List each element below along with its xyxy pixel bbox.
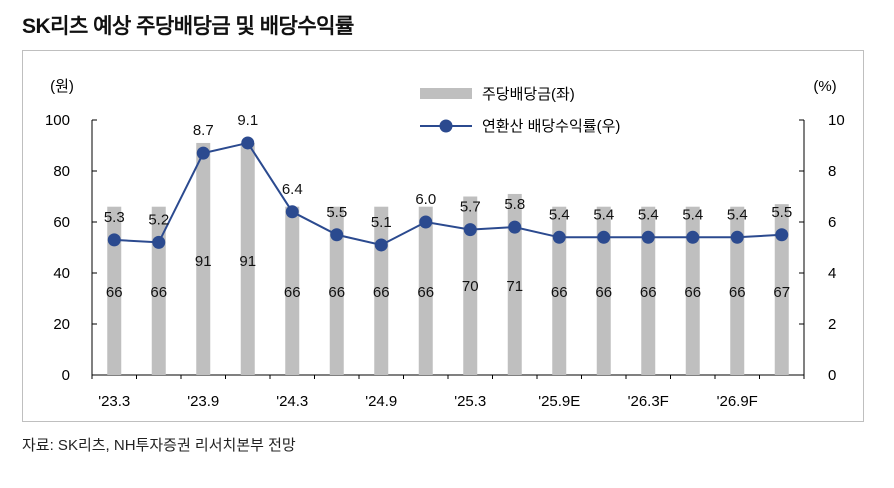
legend-bar-label: 주당배당금(좌) xyxy=(482,86,575,103)
yield-value-label: 5.8 xyxy=(504,196,525,213)
yield-point xyxy=(152,236,165,249)
yield-value-label: 6.0 xyxy=(415,191,436,208)
bar-value-label: 66 xyxy=(640,284,657,301)
yield-point xyxy=(375,238,388,251)
bar-value-label: 91 xyxy=(239,253,256,270)
bar-value-label: 66 xyxy=(551,284,568,301)
bar-value-label: 66 xyxy=(106,284,123,301)
x-tick-label: '23.9 xyxy=(187,393,219,410)
right-axis-unit: (%) xyxy=(813,78,836,95)
bar-value-label: 91 xyxy=(195,253,212,270)
bar-value-label: 67 xyxy=(773,284,790,301)
yield-value-label: 5.5 xyxy=(326,204,347,221)
x-tick-label: '25.3 xyxy=(454,393,486,410)
yield-point xyxy=(108,233,121,246)
yield-value-label: 8.7 xyxy=(193,122,214,139)
left-tick-label: 80 xyxy=(53,163,70,180)
yield-value-label: 5.1 xyxy=(371,214,392,231)
yield-line xyxy=(114,143,782,245)
bar-value-label: 66 xyxy=(328,284,345,301)
left-tick-label: 0 xyxy=(62,367,70,384)
right-tick-label: 2 xyxy=(828,316,836,333)
right-tick-label: 8 xyxy=(828,163,836,180)
right-tick-label: 4 xyxy=(828,265,836,282)
yield-value-label: 5.7 xyxy=(460,199,481,216)
yield-value-label: 5.4 xyxy=(549,206,570,223)
left-tick-label: 100 xyxy=(45,112,70,129)
left-tick-label: 20 xyxy=(53,316,70,333)
bar-value-label: 71 xyxy=(506,278,523,295)
legend-bar-swatch xyxy=(420,88,472,99)
x-tick-label: '26.9F xyxy=(717,393,758,410)
yield-value-label: 9.1 xyxy=(237,112,258,129)
yield-value-label: 5.3 xyxy=(104,209,125,226)
x-tick-label: '24.3 xyxy=(276,393,308,410)
bar-value-label: 66 xyxy=(150,284,167,301)
bar-value-label: 66 xyxy=(417,284,434,301)
yield-point xyxy=(197,147,210,160)
chart: 0 20 40 60 80 100 0 2 4 6 8 10 (원) (%) '23.3 '23.9 '24.3… xyxy=(0,0,894,488)
yield-point xyxy=(642,231,655,244)
bar-value-label: 66 xyxy=(684,284,701,301)
x-tick-label: '25.9E xyxy=(538,393,580,410)
legend-line-label: 연환산 배당수익률(우) xyxy=(482,118,620,135)
yield-point xyxy=(464,223,477,236)
yield-value-label: 5.4 xyxy=(682,206,703,223)
yield-value-label: 6.4 xyxy=(282,181,303,198)
yield-value-label: 5.2 xyxy=(148,211,169,228)
left-tick-label: 40 xyxy=(53,265,70,282)
yield-point xyxy=(508,221,521,234)
x-tick-label: '23.3 xyxy=(98,393,130,410)
bar-value-label: 66 xyxy=(373,284,390,301)
legend-line-marker xyxy=(440,120,453,133)
yield-point xyxy=(286,205,299,218)
yield-value-label: 5.4 xyxy=(593,206,614,223)
yield-point xyxy=(241,136,254,149)
left-tick-label: 60 xyxy=(53,214,70,231)
x-tick-label: '26.3F xyxy=(628,393,669,410)
yield-point xyxy=(775,228,788,241)
bar-value-label: 66 xyxy=(284,284,301,301)
right-tick-label: 0 xyxy=(828,367,836,384)
x-tick-label: '24.9 xyxy=(365,393,397,410)
yield-value-label: 5.4 xyxy=(727,206,748,223)
yield-point xyxy=(597,231,610,244)
right-tick-label: 6 xyxy=(828,214,836,231)
left-axis-unit: (원) xyxy=(50,78,74,95)
yield-point xyxy=(330,228,343,241)
yield-value-label: 5.4 xyxy=(638,206,659,223)
bar-value-label: 66 xyxy=(595,284,612,301)
bar-value-label: 70 xyxy=(462,278,479,295)
yield-point xyxy=(553,231,566,244)
right-tick-label: 10 xyxy=(828,112,845,129)
yield-point xyxy=(731,231,744,244)
yield-point xyxy=(686,231,699,244)
bar-value-label: 66 xyxy=(729,284,746,301)
yield-value-label: 5.5 xyxy=(771,204,792,221)
yield-point xyxy=(419,216,432,229)
